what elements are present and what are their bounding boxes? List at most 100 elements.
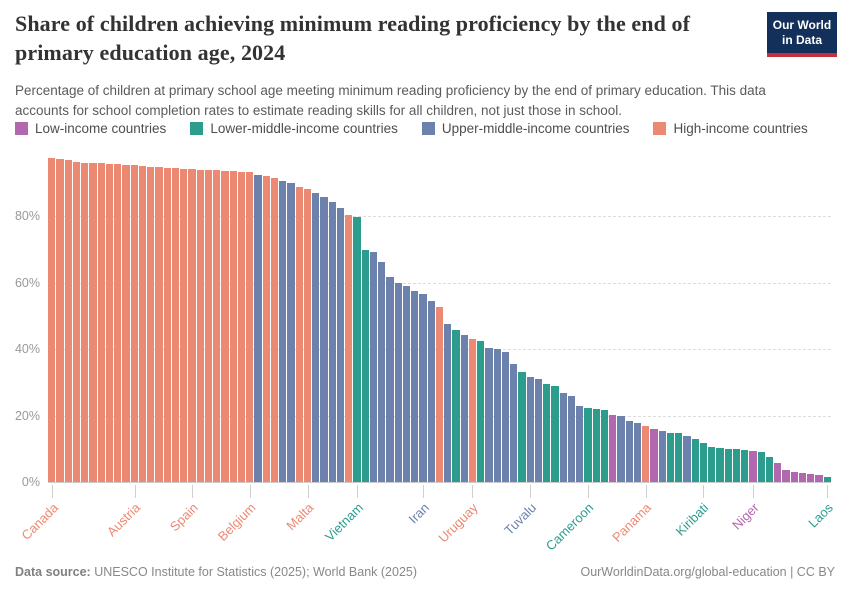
legend-item-lm[interactable]: Lower-middle-income countries (190, 121, 398, 136)
bar-42[interactable] (386, 277, 394, 482)
bar-5[interactable] (81, 162, 89, 482)
legend-item-um[interactable]: Upper-middle-income countries (421, 121, 629, 136)
bar-18[interactable] (188, 168, 196, 482)
bar-75[interactable] (658, 430, 666, 482)
bar-8[interactable] (105, 163, 113, 482)
bar-17[interactable] (180, 168, 188, 482)
bar-24[interactable] (237, 171, 245, 482)
bar-79[interactable] (691, 439, 699, 482)
bar-41[interactable] (378, 261, 386, 482)
bar-65[interactable] (576, 405, 584, 482)
bar-4[interactable] (72, 161, 80, 482)
bar-60[interactable] (534, 379, 542, 482)
bar-2[interactable] (56, 159, 64, 482)
bar-92[interactable] (798, 473, 806, 482)
bar-19[interactable] (196, 169, 204, 482)
owid-license-link[interactable]: OurWorldinData.org/global-education | CC… (580, 565, 835, 579)
bar-39[interactable] (361, 250, 369, 482)
bar-51[interactable] (460, 335, 468, 482)
bar-30[interactable] (287, 183, 295, 482)
legend-item-high[interactable]: High-income countries (653, 121, 808, 136)
bar-49[interactable] (444, 323, 452, 482)
bar-84[interactable] (732, 449, 740, 482)
bar-21[interactable] (213, 170, 221, 482)
bar-12[interactable] (138, 165, 146, 482)
bar-3[interactable] (64, 160, 72, 482)
bar-69[interactable] (609, 414, 617, 482)
bar-85[interactable] (741, 449, 749, 482)
bar-34[interactable] (320, 197, 328, 482)
bar-22[interactable] (221, 170, 229, 482)
bar-28[interactable] (270, 178, 278, 482)
bar-90[interactable] (782, 470, 790, 482)
bar-87[interactable] (757, 452, 765, 482)
bar-14[interactable] (155, 167, 163, 482)
bar-45[interactable] (411, 291, 419, 482)
bar-9[interactable] (114, 163, 122, 482)
bar-73[interactable] (642, 425, 650, 482)
bar-59[interactable] (526, 377, 534, 482)
bar-77[interactable] (675, 433, 683, 482)
bar-35[interactable] (328, 202, 336, 482)
bar-94[interactable] (815, 475, 823, 482)
bar-11[interactable] (130, 164, 138, 482)
bar-15[interactable] (163, 167, 171, 482)
bar-27[interactable] (262, 175, 270, 482)
bar-47[interactable] (427, 300, 435, 482)
bar-7[interactable] (97, 163, 105, 482)
bar-64[interactable] (567, 396, 575, 482)
bar-70[interactable] (617, 415, 625, 482)
bar-93[interactable] (807, 474, 815, 482)
bar-80[interactable] (699, 443, 707, 482)
bar-26[interactable] (254, 174, 262, 482)
bar-25[interactable] (246, 172, 254, 482)
bar-43[interactable] (394, 283, 402, 482)
bar-71[interactable] (625, 420, 633, 482)
bar-6[interactable] (89, 162, 97, 482)
bar-1[interactable] (48, 158, 56, 482)
bar-54[interactable] (485, 347, 493, 482)
bar-16[interactable] (171, 168, 179, 482)
bar-68[interactable] (600, 409, 608, 482)
bar-44[interactable] (402, 286, 410, 482)
bar-81[interactable] (708, 447, 716, 482)
bar-63[interactable] (559, 392, 567, 482)
bar-76[interactable] (666, 432, 674, 482)
bar-83[interactable] (724, 448, 732, 482)
bar-46[interactable] (419, 294, 427, 482)
bar-58[interactable] (518, 372, 526, 482)
bar-10[interactable] (122, 164, 130, 482)
bar-74[interactable] (650, 428, 658, 482)
bar-20[interactable] (204, 169, 212, 482)
bar-31[interactable] (295, 186, 303, 482)
bar-13[interactable] (147, 166, 155, 482)
bar-32[interactable] (303, 189, 311, 482)
bar-66[interactable] (584, 407, 592, 482)
bar-56[interactable] (501, 351, 509, 482)
bar-86[interactable] (749, 451, 757, 482)
bar-95[interactable] (823, 477, 831, 482)
bar-89[interactable] (774, 462, 782, 482)
bar-67[interactable] (592, 408, 600, 482)
bar-48[interactable] (435, 307, 443, 482)
bar-61[interactable] (543, 384, 551, 482)
bar-36[interactable] (336, 208, 344, 482)
bar-62[interactable] (551, 386, 559, 482)
bar-23[interactable] (229, 171, 237, 482)
bar-72[interactable] (633, 422, 641, 482)
bar-50[interactable] (452, 329, 460, 482)
bar-40[interactable] (369, 252, 377, 482)
bar-91[interactable] (790, 472, 798, 482)
owid-license-link-text[interactable]: OurWorldinData.org/global-education | CC… (580, 565, 835, 579)
bar-52[interactable] (468, 338, 476, 482)
bar-33[interactable] (312, 192, 320, 482)
bar-57[interactable] (510, 364, 518, 482)
bar-78[interactable] (683, 435, 691, 482)
bar-55[interactable] (493, 349, 501, 482)
bar-37[interactable] (345, 215, 353, 482)
bar-29[interactable] (279, 180, 287, 482)
bar-88[interactable] (765, 456, 773, 482)
bar-82[interactable] (716, 448, 724, 482)
bar-38[interactable] (353, 217, 361, 482)
bar-53[interactable] (477, 340, 485, 482)
